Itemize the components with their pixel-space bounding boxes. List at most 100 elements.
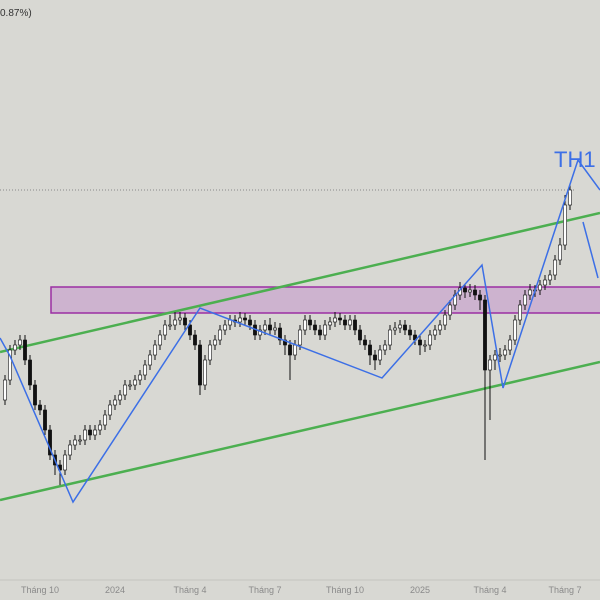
- candle-body: [153, 344, 157, 356]
- candle-body: [353, 319, 357, 331]
- candle-body: [128, 384, 132, 387]
- candle-body: [393, 327, 397, 331]
- candle-body: [448, 304, 452, 316]
- candle-body: [483, 299, 487, 371]
- candle-body: [373, 354, 377, 361]
- candle-body: [433, 329, 437, 336]
- candle-body: [243, 317, 247, 321]
- candle-body: [248, 319, 252, 326]
- candle-body: [43, 409, 47, 431]
- candle-body: [428, 334, 432, 346]
- x-tick-label: Tháng 7: [248, 585, 281, 595]
- x-tick-label: Tháng 4: [173, 585, 206, 595]
- candle-body: [88, 429, 92, 436]
- candle-body: [408, 329, 412, 336]
- candle-body: [268, 324, 272, 331]
- candles: [3, 185, 572, 485]
- candle-body: [258, 329, 262, 336]
- channel-lower: [0, 360, 600, 502]
- candle-body: [378, 349, 382, 361]
- candle-body: [508, 339, 512, 351]
- candle-body: [488, 359, 492, 371]
- candle-body: [548, 274, 552, 281]
- candle-body: [463, 287, 467, 293]
- x-tick-label: Tháng 4: [473, 585, 506, 595]
- wave-line: [0, 158, 600, 504]
- candle-body: [208, 344, 212, 361]
- x-tick-label: Tháng 10: [326, 585, 364, 595]
- candle-body: [263, 324, 267, 331]
- candle-body: [223, 324, 227, 331]
- candle-body: [558, 244, 562, 261]
- candle-body: [193, 334, 197, 346]
- annotation: TH1: [554, 147, 596, 172]
- candle-body: [333, 317, 337, 323]
- wave-projection: [582, 221, 599, 279]
- candle-body: [83, 429, 87, 441]
- candle-body: [368, 344, 372, 356]
- candle-body: [438, 324, 442, 331]
- candle-body: [293, 344, 297, 356]
- candle-body: [68, 444, 72, 456]
- candle-body: [363, 339, 367, 346]
- candle-body: [498, 354, 502, 357]
- candle-body: [278, 327, 282, 341]
- candle-body: [308, 319, 312, 326]
- x-tick-label: 2024: [105, 585, 125, 595]
- candle-body: [473, 289, 477, 296]
- candle-body: [133, 379, 137, 386]
- candle-body: [338, 317, 342, 321]
- candle-body: [383, 344, 387, 351]
- candle-body: [113, 399, 117, 406]
- candle-body: [98, 424, 102, 431]
- candle-body: [343, 319, 347, 326]
- candle-body: [528, 289, 532, 296]
- candle-body: [103, 414, 107, 426]
- candle-body: [518, 304, 522, 321]
- candle-body: [48, 429, 52, 456]
- candle-body: [143, 364, 147, 376]
- candle-body: [78, 439, 82, 442]
- candle-body: [23, 339, 27, 361]
- candle-body: [198, 344, 202, 386]
- candle-body: [348, 319, 352, 326]
- candle-body: [403, 324, 407, 331]
- candle-body: [543, 279, 547, 286]
- candle-body: [118, 394, 122, 401]
- candle-body: [423, 344, 427, 347]
- candle-body: [28, 359, 32, 386]
- candle-body: [313, 324, 317, 331]
- candle-body: [328, 321, 332, 326]
- candle-body: [398, 324, 402, 329]
- candle-body: [188, 324, 192, 336]
- candle-body: [418, 339, 422, 346]
- candle-body: [8, 349, 12, 381]
- candle-body: [18, 339, 22, 346]
- candle-body: [443, 314, 447, 326]
- candle-body: [538, 284, 542, 291]
- candle-body: [123, 384, 127, 396]
- candle-body: [73, 439, 77, 446]
- candle-body: [478, 294, 482, 301]
- candle-body: [38, 404, 42, 411]
- candle-body: [288, 344, 292, 356]
- candle-body: [468, 289, 472, 293]
- candle-body: [523, 294, 527, 306]
- candle-body: [388, 329, 392, 346]
- candle-body: [203, 359, 207, 386]
- candle-body: [318, 329, 322, 336]
- candle-body: [13, 344, 17, 351]
- candle-body: [178, 317, 182, 321]
- candle-body: [493, 354, 497, 361]
- candle-body: [303, 319, 307, 331]
- candle-body: [323, 324, 327, 336]
- candle-body: [168, 324, 172, 327]
- candle-body: [273, 327, 277, 331]
- x-tick-label: 2025: [410, 585, 430, 595]
- candle-body: [553, 259, 557, 276]
- candle-body: [238, 317, 242, 323]
- candle-body: [148, 354, 152, 366]
- candle-body: [163, 324, 167, 336]
- candle-body: [568, 189, 572, 206]
